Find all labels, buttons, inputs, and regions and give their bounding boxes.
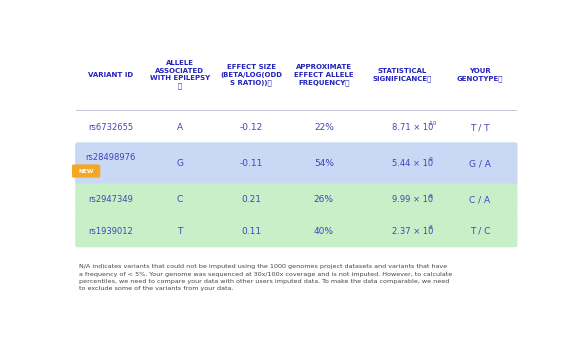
Text: VARIANT ID: VARIANT ID — [88, 72, 133, 78]
Text: rs1939012: rs1939012 — [88, 226, 133, 236]
Text: YOUR
GENOTYPEⓘ: YOUR GENOTYPEⓘ — [457, 68, 503, 82]
Text: NEW: NEW — [78, 168, 94, 174]
Text: ALLELE
ASSOCIATED
WITH EPILEPSY
ⓘ: ALLELE ASSOCIATED WITH EPILEPSY ⓘ — [150, 60, 210, 90]
Text: -9: -9 — [428, 157, 434, 163]
Text: T / C: T / C — [469, 226, 490, 236]
Text: -0.12: -0.12 — [240, 123, 263, 132]
Text: 22%: 22% — [314, 123, 334, 132]
Text: -9: -9 — [428, 194, 434, 199]
Text: 9.99 × 10: 9.99 × 10 — [392, 195, 433, 204]
Text: G: G — [176, 159, 183, 168]
Text: rs6732655: rs6732655 — [88, 123, 133, 132]
Text: N/A indicates variants that could not be imputed using the 1000 genomes project : N/A indicates variants that could not be… — [79, 264, 452, 291]
Text: G / A: G / A — [469, 159, 491, 168]
Text: 8.71 × 10: 8.71 × 10 — [392, 123, 433, 132]
FancyBboxPatch shape — [71, 165, 100, 178]
Text: rs28498976: rs28498976 — [85, 153, 136, 162]
FancyBboxPatch shape — [75, 184, 517, 216]
Text: T: T — [177, 226, 183, 236]
Text: T / T: T / T — [470, 123, 490, 132]
Text: -0.11: -0.11 — [240, 159, 263, 168]
Text: 0.21: 0.21 — [241, 195, 262, 204]
Text: C: C — [177, 195, 183, 204]
Text: 5.44 × 10: 5.44 × 10 — [392, 159, 433, 168]
FancyBboxPatch shape — [75, 215, 517, 247]
Text: 40%: 40% — [314, 226, 334, 236]
Text: APPROXIMATE
EFFECT ALLELE
FREQUENCYⓘ: APPROXIMATE EFFECT ALLELE FREQUENCYⓘ — [294, 64, 354, 86]
Text: rs2947349: rs2947349 — [88, 195, 133, 204]
Text: C / A: C / A — [469, 195, 490, 204]
FancyBboxPatch shape — [75, 142, 517, 185]
Text: 26%: 26% — [314, 195, 334, 204]
Text: 2.37 × 10: 2.37 × 10 — [392, 226, 433, 236]
Text: -8: -8 — [428, 225, 434, 230]
Text: EFFECT SIZE
(BETA/LOG(ODD
S RATIO))ⓘ: EFFECT SIZE (BETA/LOG(ODD S RATIO))ⓘ — [220, 64, 282, 86]
Text: 0.11: 0.11 — [241, 226, 262, 236]
Text: A: A — [177, 123, 183, 132]
Text: STATISTICAL
SIGNIFICANCEⓘ: STATISTICAL SIGNIFICANCEⓘ — [372, 68, 431, 82]
Text: -10: -10 — [428, 121, 437, 126]
Text: 54%: 54% — [314, 159, 334, 168]
